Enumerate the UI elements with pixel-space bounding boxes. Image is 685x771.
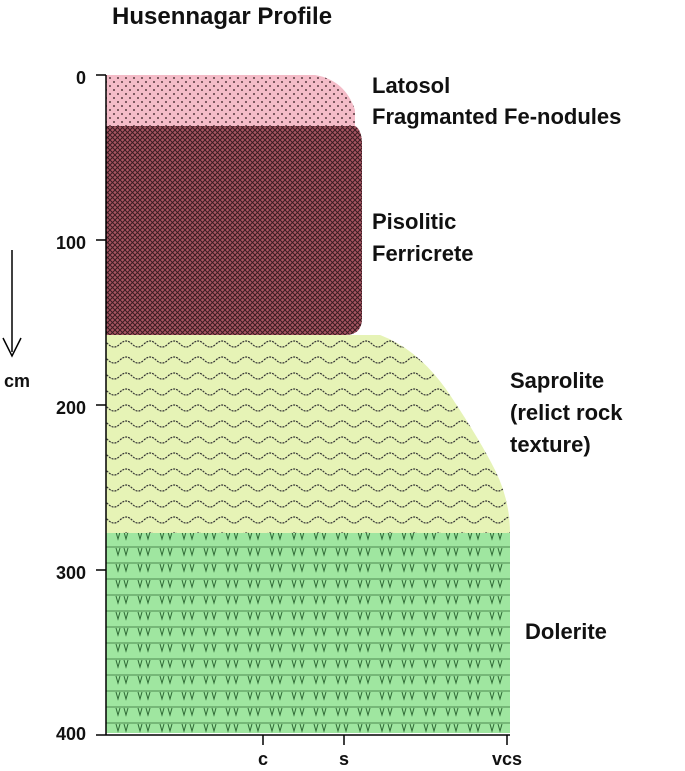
diagram-title: Husennagar Profile [112, 3, 332, 30]
label-latosol: Latosol Fragmanted Fe-nodules [372, 73, 621, 129]
depth-tick-0: 0 [76, 68, 106, 88]
depth-tick-400: 400 [56, 724, 106, 744]
depth-tick-label: 0 [76, 68, 86, 88]
layer-ferricrete [106, 126, 362, 335]
label-saprolite: Saprolite (relict rock texture) [510, 368, 623, 457]
depth-tick-100: 100 [56, 233, 106, 253]
depth-tick-label: 100 [56, 233, 86, 253]
layer-latosol [106, 75, 355, 126]
grain-tick-label: vcs [492, 749, 522, 769]
depth-tick-label: 400 [56, 724, 86, 744]
depth-tick-300: 300 [56, 563, 106, 583]
depth-unit-label: cm [4, 371, 30, 391]
grain-tick-label: s [339, 749, 349, 769]
label-line: Pisolitic [372, 209, 456, 234]
label-line: (relict rock [510, 400, 623, 425]
label-line: texture) [510, 432, 591, 457]
label-ferricrete: Pisolitic Ferricrete [372, 209, 474, 266]
depth-tick-200: 200 [56, 398, 106, 418]
label-line: Latosol [372, 73, 450, 98]
layer-dolerite [106, 533, 510, 733]
label-line: Saprolite [510, 368, 604, 393]
label-line: Ferricrete [372, 241, 474, 266]
grain-tick-label: c [258, 749, 268, 769]
label-line: Fragmanted Fe-nodules [372, 104, 621, 129]
depth-tick-label: 200 [56, 398, 86, 418]
grain-tick-c: c [258, 735, 268, 769]
depth-tick-label: 300 [56, 563, 86, 583]
label-line: Dolerite [525, 619, 607, 644]
grain-tick-vcs: vcs [492, 735, 522, 769]
down-arrow-icon [2, 250, 22, 358]
layer-saprolite [106, 335, 510, 533]
label-dolerite: Dolerite [525, 619, 607, 644]
grain-tick-s: s [339, 735, 349, 769]
